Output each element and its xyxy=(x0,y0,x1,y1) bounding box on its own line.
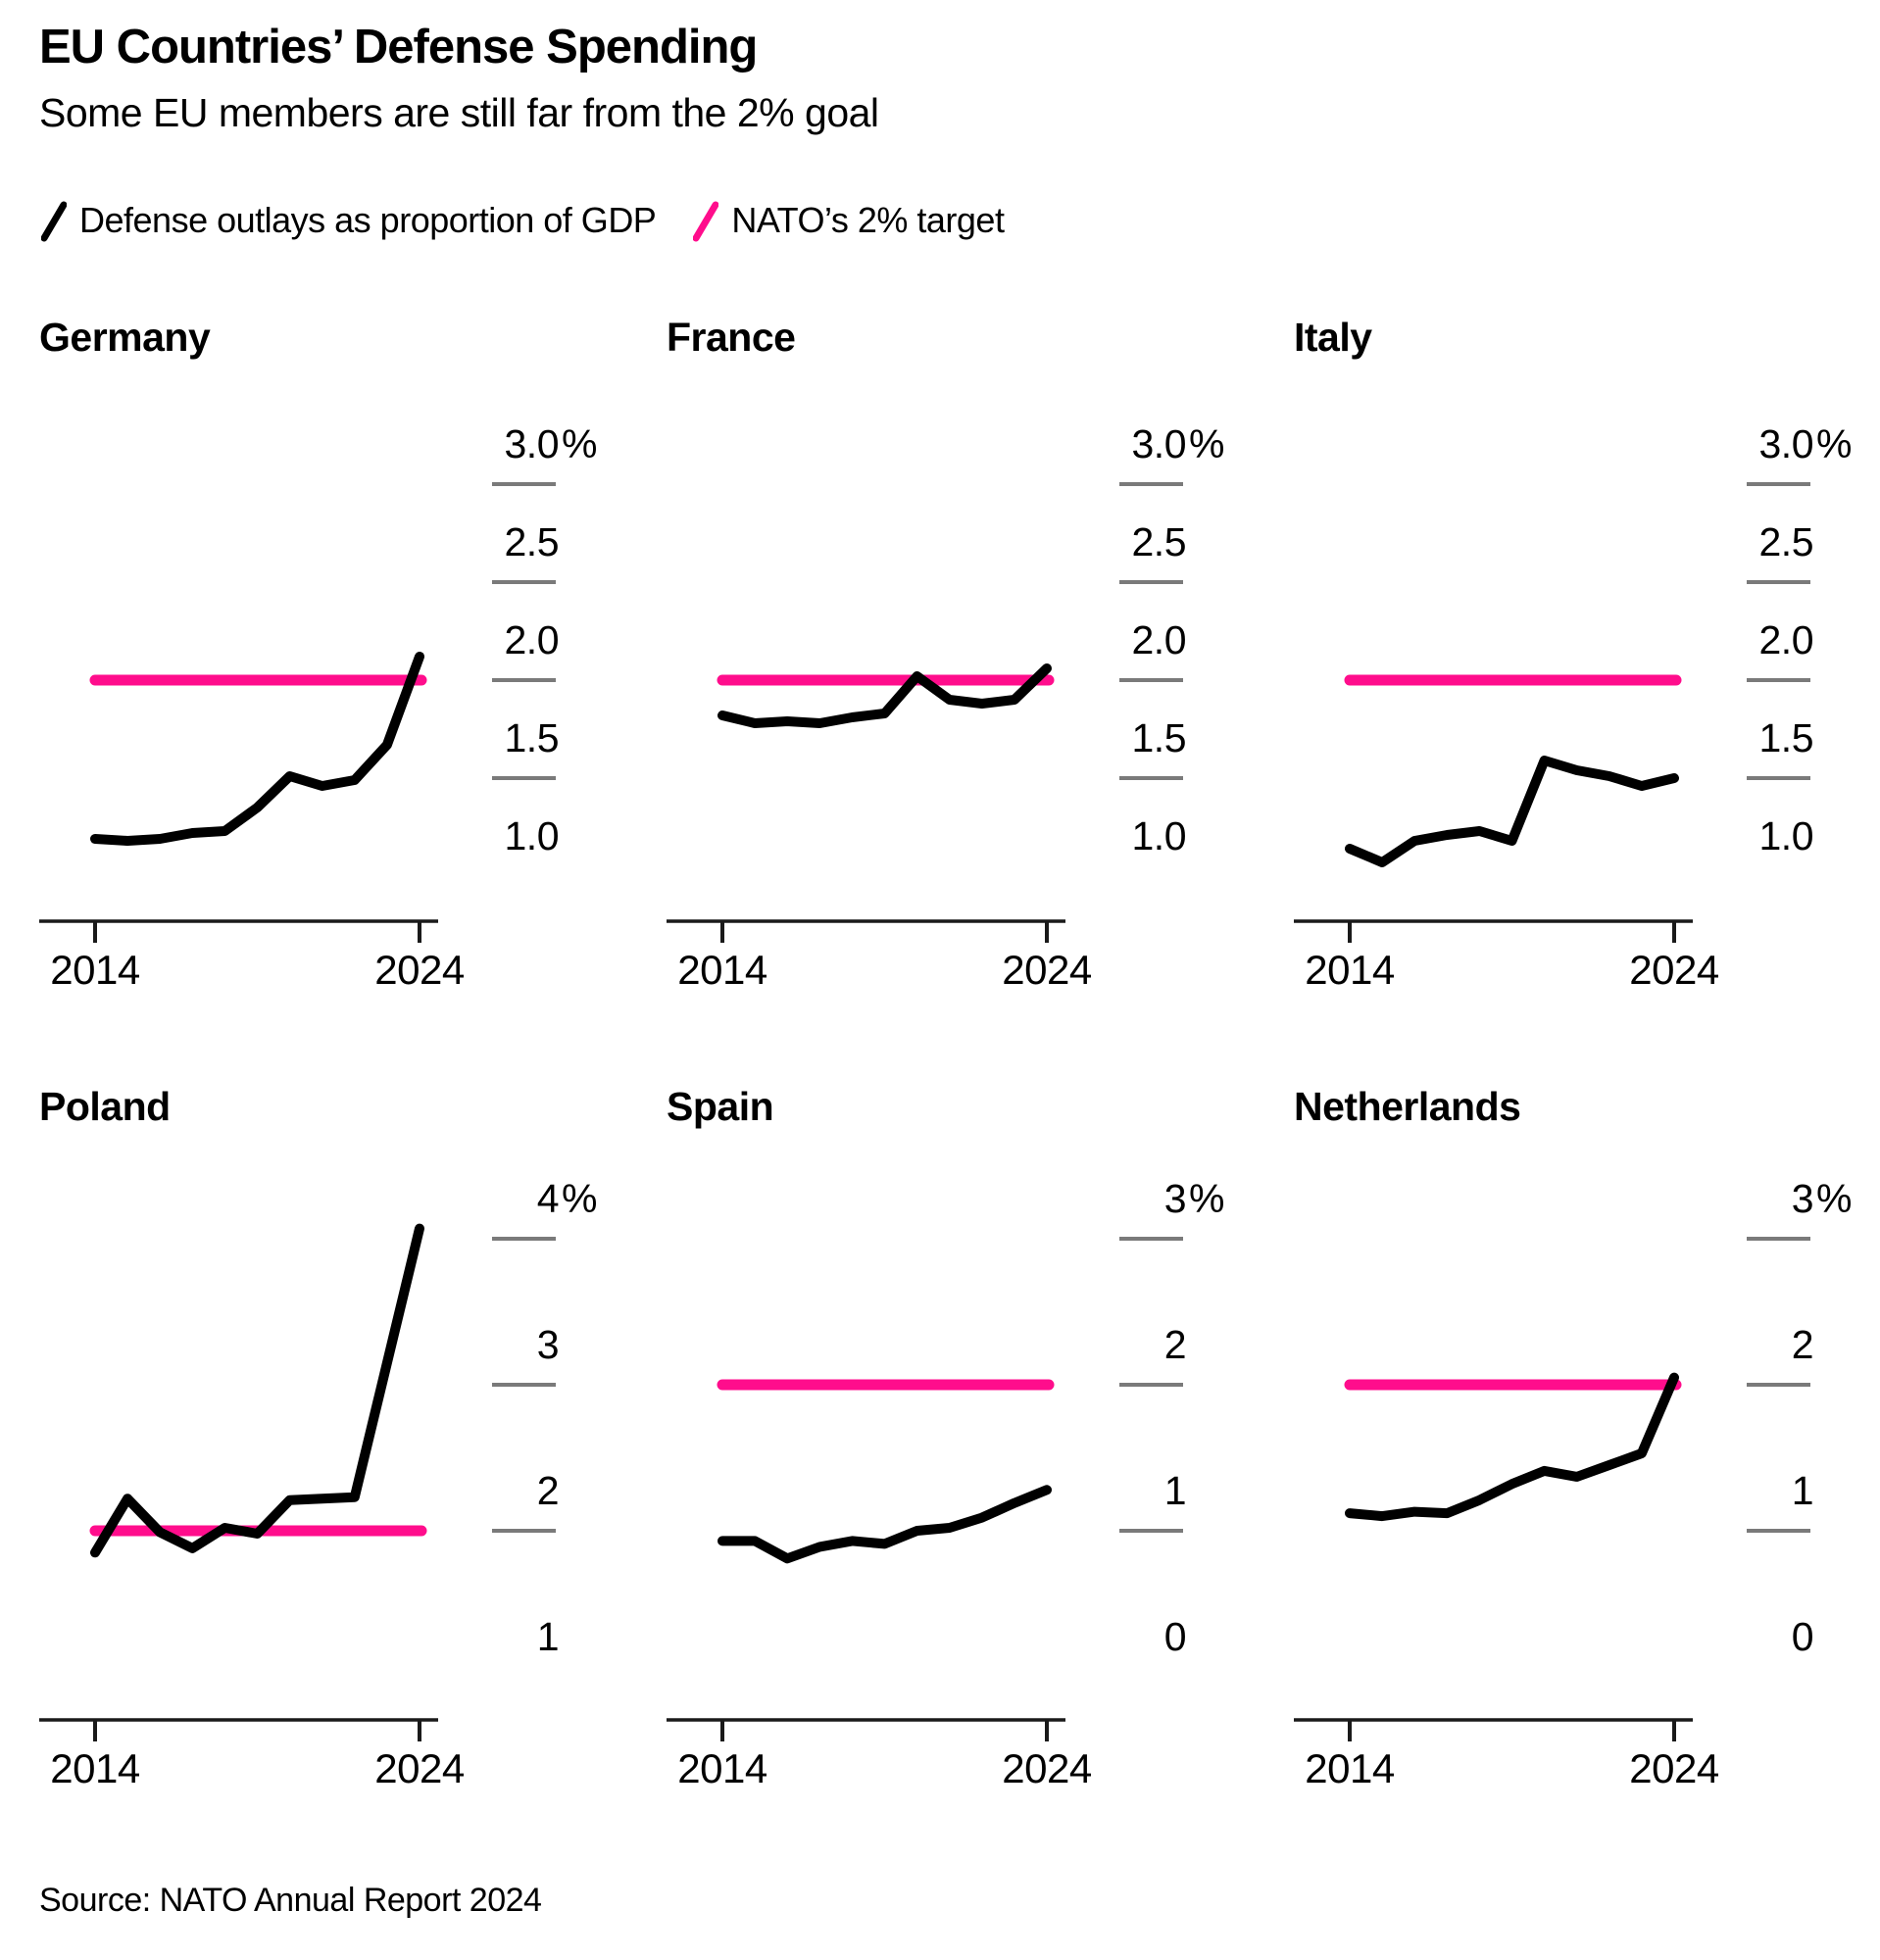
y-axis-tick-label: 1 xyxy=(537,1614,559,1659)
legend-label-nato-target: NATO’s 2% target xyxy=(731,200,1005,240)
y-axis-tick-label: 2.5 xyxy=(1132,519,1187,564)
y-axis-tick-label: 1.5 xyxy=(1759,715,1814,760)
x-axis-tick-label: 2014 xyxy=(1305,1745,1395,1791)
y-axis-unit-label: % xyxy=(1816,1176,1852,1221)
chart-panel-poland: Poland 4% 3 2 1 2014 2024 xyxy=(0,1063,627,1820)
legend-item-nato-target: NATO’s 2% target xyxy=(692,199,1005,242)
legend-item-defense-outlays: Defense outlays as proportion of GDP xyxy=(40,199,657,242)
panel-title: France xyxy=(667,315,795,360)
source-attribution: Source: NATO Annual Report 2024 xyxy=(39,1882,542,1919)
x-axis-tick-label: 2024 xyxy=(1002,1745,1092,1791)
page-subtitle: Some EU members are still far from the 2… xyxy=(39,90,879,135)
chart-panel-germany: Germany 3.0% 2.5 2.0 1.5 1.0 2014 2024 xyxy=(0,294,627,990)
page-title: EU Countries’ Defense Spending xyxy=(39,21,758,74)
defense-spending-line xyxy=(90,1223,424,1558)
legend-label-defense-outlays: Defense outlays as proportion of GDP xyxy=(79,200,657,240)
y-axis-tick-label: 1 xyxy=(1792,1468,1813,1513)
y-axis-tick-label: 4 xyxy=(537,1176,559,1221)
y-axis-unit-label: % xyxy=(1189,421,1224,466)
panel-plot-italy: Italy 3.0 % 2.5 2.0 1.5 1.0 2014 2024 xyxy=(1294,315,1852,990)
y-axis-tick-label: 0 xyxy=(1792,1614,1813,1659)
chart-panel-spain: Spain 3% 2 1 0 2014 2024 xyxy=(627,1063,1255,1820)
y-axis-tick-label: 1.5 xyxy=(1132,715,1187,760)
pink-line-swatch-icon xyxy=(692,199,719,242)
y-axis-tick-label: 0 xyxy=(1164,1614,1186,1659)
y-axis-tick-label: 1.0 xyxy=(505,813,560,858)
panel-title: Netherlands xyxy=(1294,1084,1520,1129)
y-axis-tick-label: 2 xyxy=(1164,1322,1186,1367)
defense-spending-line xyxy=(90,652,424,846)
y-axis-tick-label: 1.5 xyxy=(505,715,560,760)
x-axis-tick-label: 2024 xyxy=(1002,947,1092,990)
panel-plot-france: France 3.0 % 2.5 2.0 1.5 1.0 2014 2024 xyxy=(667,315,1224,990)
y-axis-tick-label: 2.0 xyxy=(1132,617,1187,662)
y-axis-tick-label: 3 xyxy=(1164,1176,1186,1221)
panel-plot-netherlands: Netherlands 3 % 2 1 0 2014 2024 xyxy=(1294,1084,1852,1791)
y-axis-tick-label: 1 xyxy=(1164,1468,1186,1513)
y-axis-tick-label: 2 xyxy=(1792,1322,1813,1367)
panel-plot-germany: Germany 3.0 % 2.5 2.0 1.5 1.0 2014 2024 xyxy=(39,315,597,990)
y-axis-unit-label: % xyxy=(562,1176,597,1221)
y-axis-tick-label: 3.0 xyxy=(1759,421,1814,466)
x-axis-tick-label: 2024 xyxy=(1629,1745,1719,1791)
y-axis-unit-label: % xyxy=(1816,421,1852,466)
y-axis-tick-label: 2.0 xyxy=(505,617,560,662)
panel-title: Spain xyxy=(667,1084,773,1129)
x-axis-tick-label: 2014 xyxy=(1305,947,1395,990)
y-axis-unit-label: % xyxy=(1189,1176,1224,1221)
defense-spending-line xyxy=(717,1485,1052,1564)
y-axis-tick-label: 3 xyxy=(537,1322,559,1367)
x-axis-tick-label: 2014 xyxy=(50,1745,140,1791)
y-axis-tick-label: 3 xyxy=(1792,1176,1813,1221)
y-axis-tick-label: 3.0 xyxy=(505,421,560,466)
panel-title: Italy xyxy=(1294,315,1372,360)
panel-title: Poland xyxy=(39,1084,171,1129)
x-axis-tick-label: 2024 xyxy=(1629,947,1719,990)
panel-plot-poland: Poland 4 % 3 2 1 2014 2024 xyxy=(39,1084,597,1791)
y-axis-tick-label: 1.0 xyxy=(1759,813,1814,858)
chart-panel-italy: Italy 3.0% 2.5 2.0 1.5 1.0 2014 2024 xyxy=(1255,294,1880,990)
chart-panel-netherlands: Netherlands 3% 2 1 0 2014 2024 xyxy=(1255,1063,1880,1820)
x-axis-tick-label: 2014 xyxy=(677,947,767,990)
panel-plot-spain: Spain 3 % 2 1 0 2014 2024 xyxy=(667,1084,1224,1791)
defense-spending-line xyxy=(1345,756,1679,867)
x-axis-tick-label: 2024 xyxy=(374,947,465,990)
y-axis-tick-label: 1.0 xyxy=(1132,813,1187,858)
y-axis-unit-label: % xyxy=(562,421,597,466)
y-axis-tick-label: 2.5 xyxy=(1759,519,1814,564)
black-line-swatch-icon xyxy=(40,199,68,242)
x-axis-tick-label: 2014 xyxy=(677,1745,767,1791)
chart-panel-france: France 3.0% 2.5 2.0 1.5 1.0 2014 2024 xyxy=(627,294,1255,990)
legend: Defense outlays as proportion of GDP NAT… xyxy=(40,199,1005,242)
defense-spending-line xyxy=(717,663,1052,728)
x-axis-tick-label: 2024 xyxy=(374,1745,465,1791)
y-axis-tick-label: 2.0 xyxy=(1759,617,1814,662)
y-axis-tick-label: 2.5 xyxy=(505,519,560,564)
x-axis-tick-label: 2014 xyxy=(50,947,140,990)
y-axis-tick-label: 2 xyxy=(537,1468,559,1513)
defense-spending-line xyxy=(1345,1372,1679,1522)
y-axis-tick-label: 3.0 xyxy=(1132,421,1187,466)
panel-title: Germany xyxy=(39,315,211,360)
